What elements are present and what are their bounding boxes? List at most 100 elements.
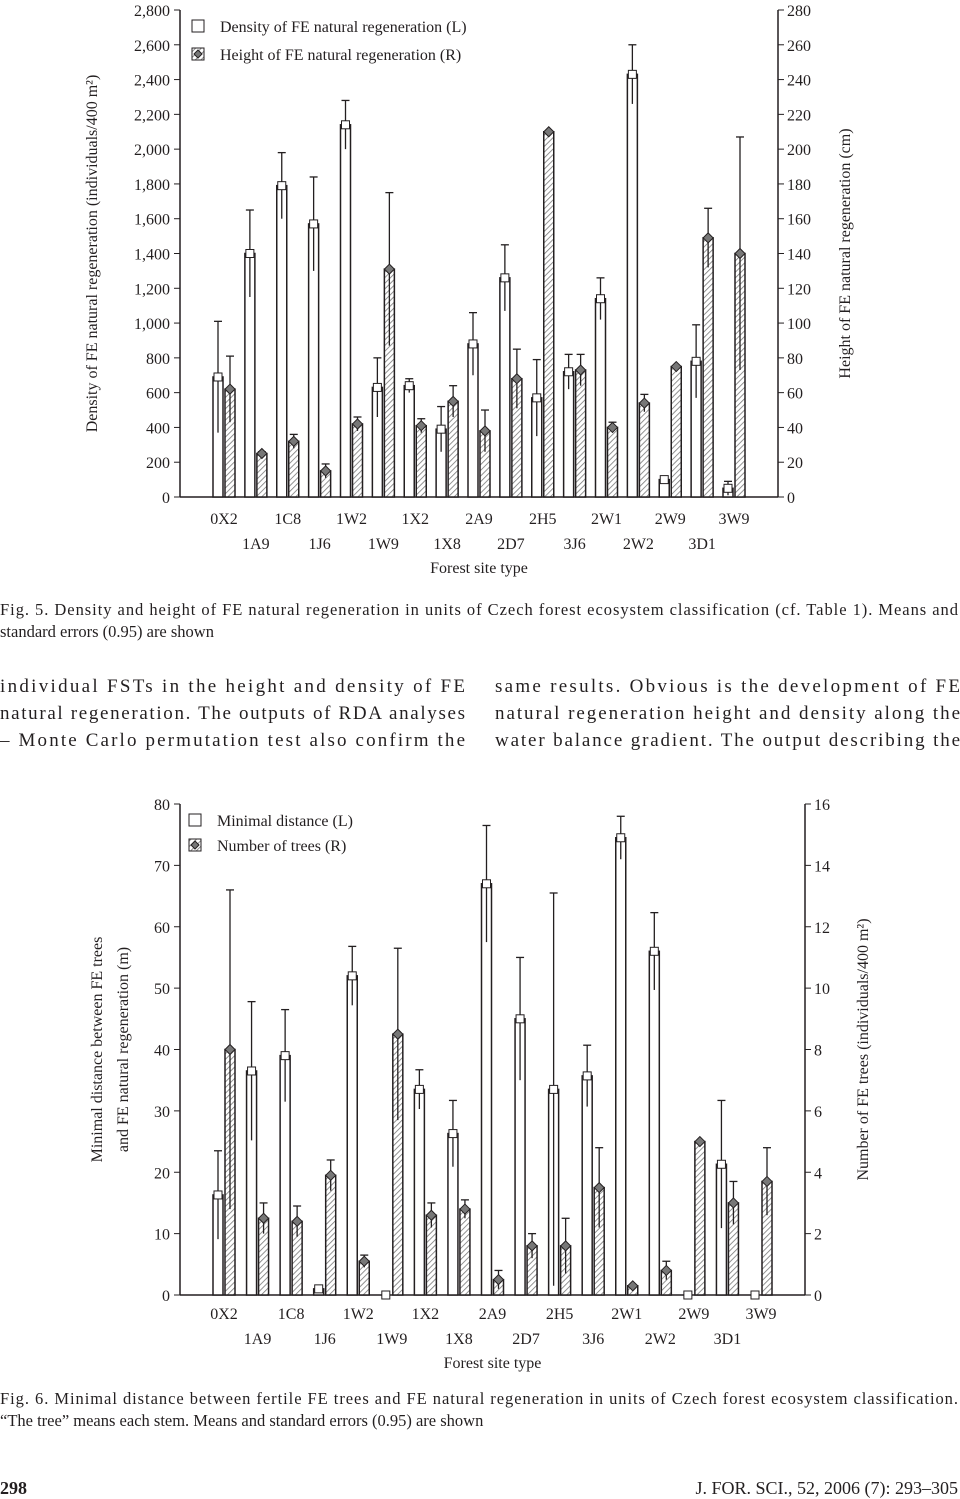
body-text: same results. Obvious is the development… <box>495 676 960 697</box>
bar <box>594 297 607 498</box>
point-marker <box>660 1264 673 1277</box>
point-marker <box>511 373 523 385</box>
y-tick-label: 1,200 <box>134 281 170 298</box>
bar <box>403 384 415 498</box>
bar <box>288 440 300 498</box>
body-text: individual FSTs in the height and densit… <box>0 676 465 697</box>
bar <box>480 883 493 1296</box>
point-marker <box>691 356 701 366</box>
point-marker <box>448 1129 458 1139</box>
point-marker <box>324 1169 337 1182</box>
y-tick-label: 600 <box>146 386 170 403</box>
y2-tick-label: 220 <box>787 107 811 124</box>
y-tick-label: 800 <box>146 351 170 368</box>
y-tick-label: 1,600 <box>134 212 170 229</box>
y2-tick-label: 14 <box>814 858 830 875</box>
point-marker <box>372 382 382 392</box>
y-tick-label: 1,000 <box>134 316 170 333</box>
y-axis-title: Density of FE natural regeneration (indi… <box>84 75 101 433</box>
point-marker <box>500 273 510 283</box>
x-tick-label: 3W9 <box>718 511 749 528</box>
y-axis-title: and FE natural regeneration (m) <box>115 947 132 1152</box>
legend-label: Number of trees (R) <box>217 838 346 855</box>
point-marker <box>447 395 459 408</box>
point-marker <box>532 393 542 403</box>
point-marker <box>425 1209 438 1221</box>
point-marker <box>574 364 587 376</box>
x-tick-label: 1W2 <box>343 1306 374 1323</box>
y2-tick-label: 200 <box>787 142 811 159</box>
point-marker <box>392 1028 404 1040</box>
bar <box>648 950 661 1296</box>
point-marker <box>224 1043 236 1056</box>
figure-caption: Fig. 5. Density and height of FE natural… <box>0 600 959 619</box>
bar <box>413 1088 426 1296</box>
y2-tick-label: 260 <box>787 38 811 55</box>
bar <box>574 369 587 498</box>
x-tick-label: 3J6 <box>582 1331 604 1348</box>
x-tick-label: 2W2 <box>645 1331 676 1348</box>
point-marker <box>309 219 319 229</box>
point-marker <box>482 879 491 889</box>
x-tick-label: 1J6 <box>309 536 331 553</box>
bar <box>543 131 555 498</box>
point-marker <box>761 1175 773 1188</box>
point-marker <box>247 1066 257 1076</box>
point-marker <box>526 1240 538 1252</box>
x-tick-label: 0X2 <box>210 1306 238 1323</box>
body-text: water balance gradient. The output descr… <box>495 730 960 751</box>
x-tick-label: 2A9 <box>479 1306 507 1323</box>
y-tick-label: 0 <box>162 490 170 507</box>
point-marker <box>670 360 682 373</box>
point-marker <box>616 833 626 843</box>
y-tick-label: 40 <box>154 1043 170 1060</box>
y2-tick-label: 10 <box>814 981 830 998</box>
point-marker <box>559 1240 572 1252</box>
bar <box>346 975 358 1296</box>
y-tick-label: 400 <box>146 420 170 437</box>
point-marker <box>468 339 478 349</box>
x-tick-label: 0X2 <box>210 511 238 528</box>
point-marker <box>280 1051 290 1061</box>
point-marker <box>347 971 357 981</box>
point-marker <box>627 69 637 79</box>
bar <box>256 452 268 498</box>
x-tick-label: 1X2 <box>401 511 429 528</box>
point-marker <box>256 447 268 460</box>
x-tick-label: 1A9 <box>244 1331 272 1348</box>
point-marker <box>277 181 287 191</box>
y-tick-label: 0 <box>162 1288 170 1305</box>
bar <box>626 73 639 498</box>
legend-label: Height of FE natural regeneration (R) <box>220 47 461 64</box>
point-marker <box>492 1273 505 1286</box>
point-marker <box>213 372 223 382</box>
point-marker <box>702 232 714 244</box>
y2-tick-label: 280 <box>787 3 811 20</box>
y2-tick-label: 80 <box>787 351 803 368</box>
page-number: 298 <box>0 1478 27 1498</box>
y-tick-label: 60 <box>154 920 170 937</box>
point-marker <box>245 249 255 258</box>
point-marker <box>606 421 619 434</box>
y2-axis-title: Number of FE trees (individuals/400 m²) <box>855 918 872 1180</box>
point-marker <box>213 1190 223 1200</box>
point-marker <box>564 367 574 377</box>
y2-axis-title: Height of FE natural regeneration (cm) <box>837 128 854 378</box>
y-tick-label: 2,400 <box>134 73 170 90</box>
point-marker <box>288 435 300 448</box>
y2-tick-label: 20 <box>787 455 803 472</box>
x-tick-label: 2W1 <box>591 511 622 528</box>
point-marker <box>415 419 427 432</box>
y-tick-label: 20 <box>154 1165 170 1182</box>
point-marker <box>649 946 659 956</box>
x-tick-label: 1X2 <box>412 1306 440 1323</box>
x-tick-label: 1W9 <box>368 536 399 553</box>
point-marker <box>291 1215 303 1228</box>
bar <box>276 184 288 498</box>
point-marker <box>257 1212 270 1224</box>
figure-caption: Fig. 6. Minimal distance between fertile… <box>0 1389 958 1408</box>
x-axis-title: Forest site type <box>444 1355 542 1372</box>
point-marker <box>750 1290 760 1300</box>
bar <box>670 365 682 498</box>
